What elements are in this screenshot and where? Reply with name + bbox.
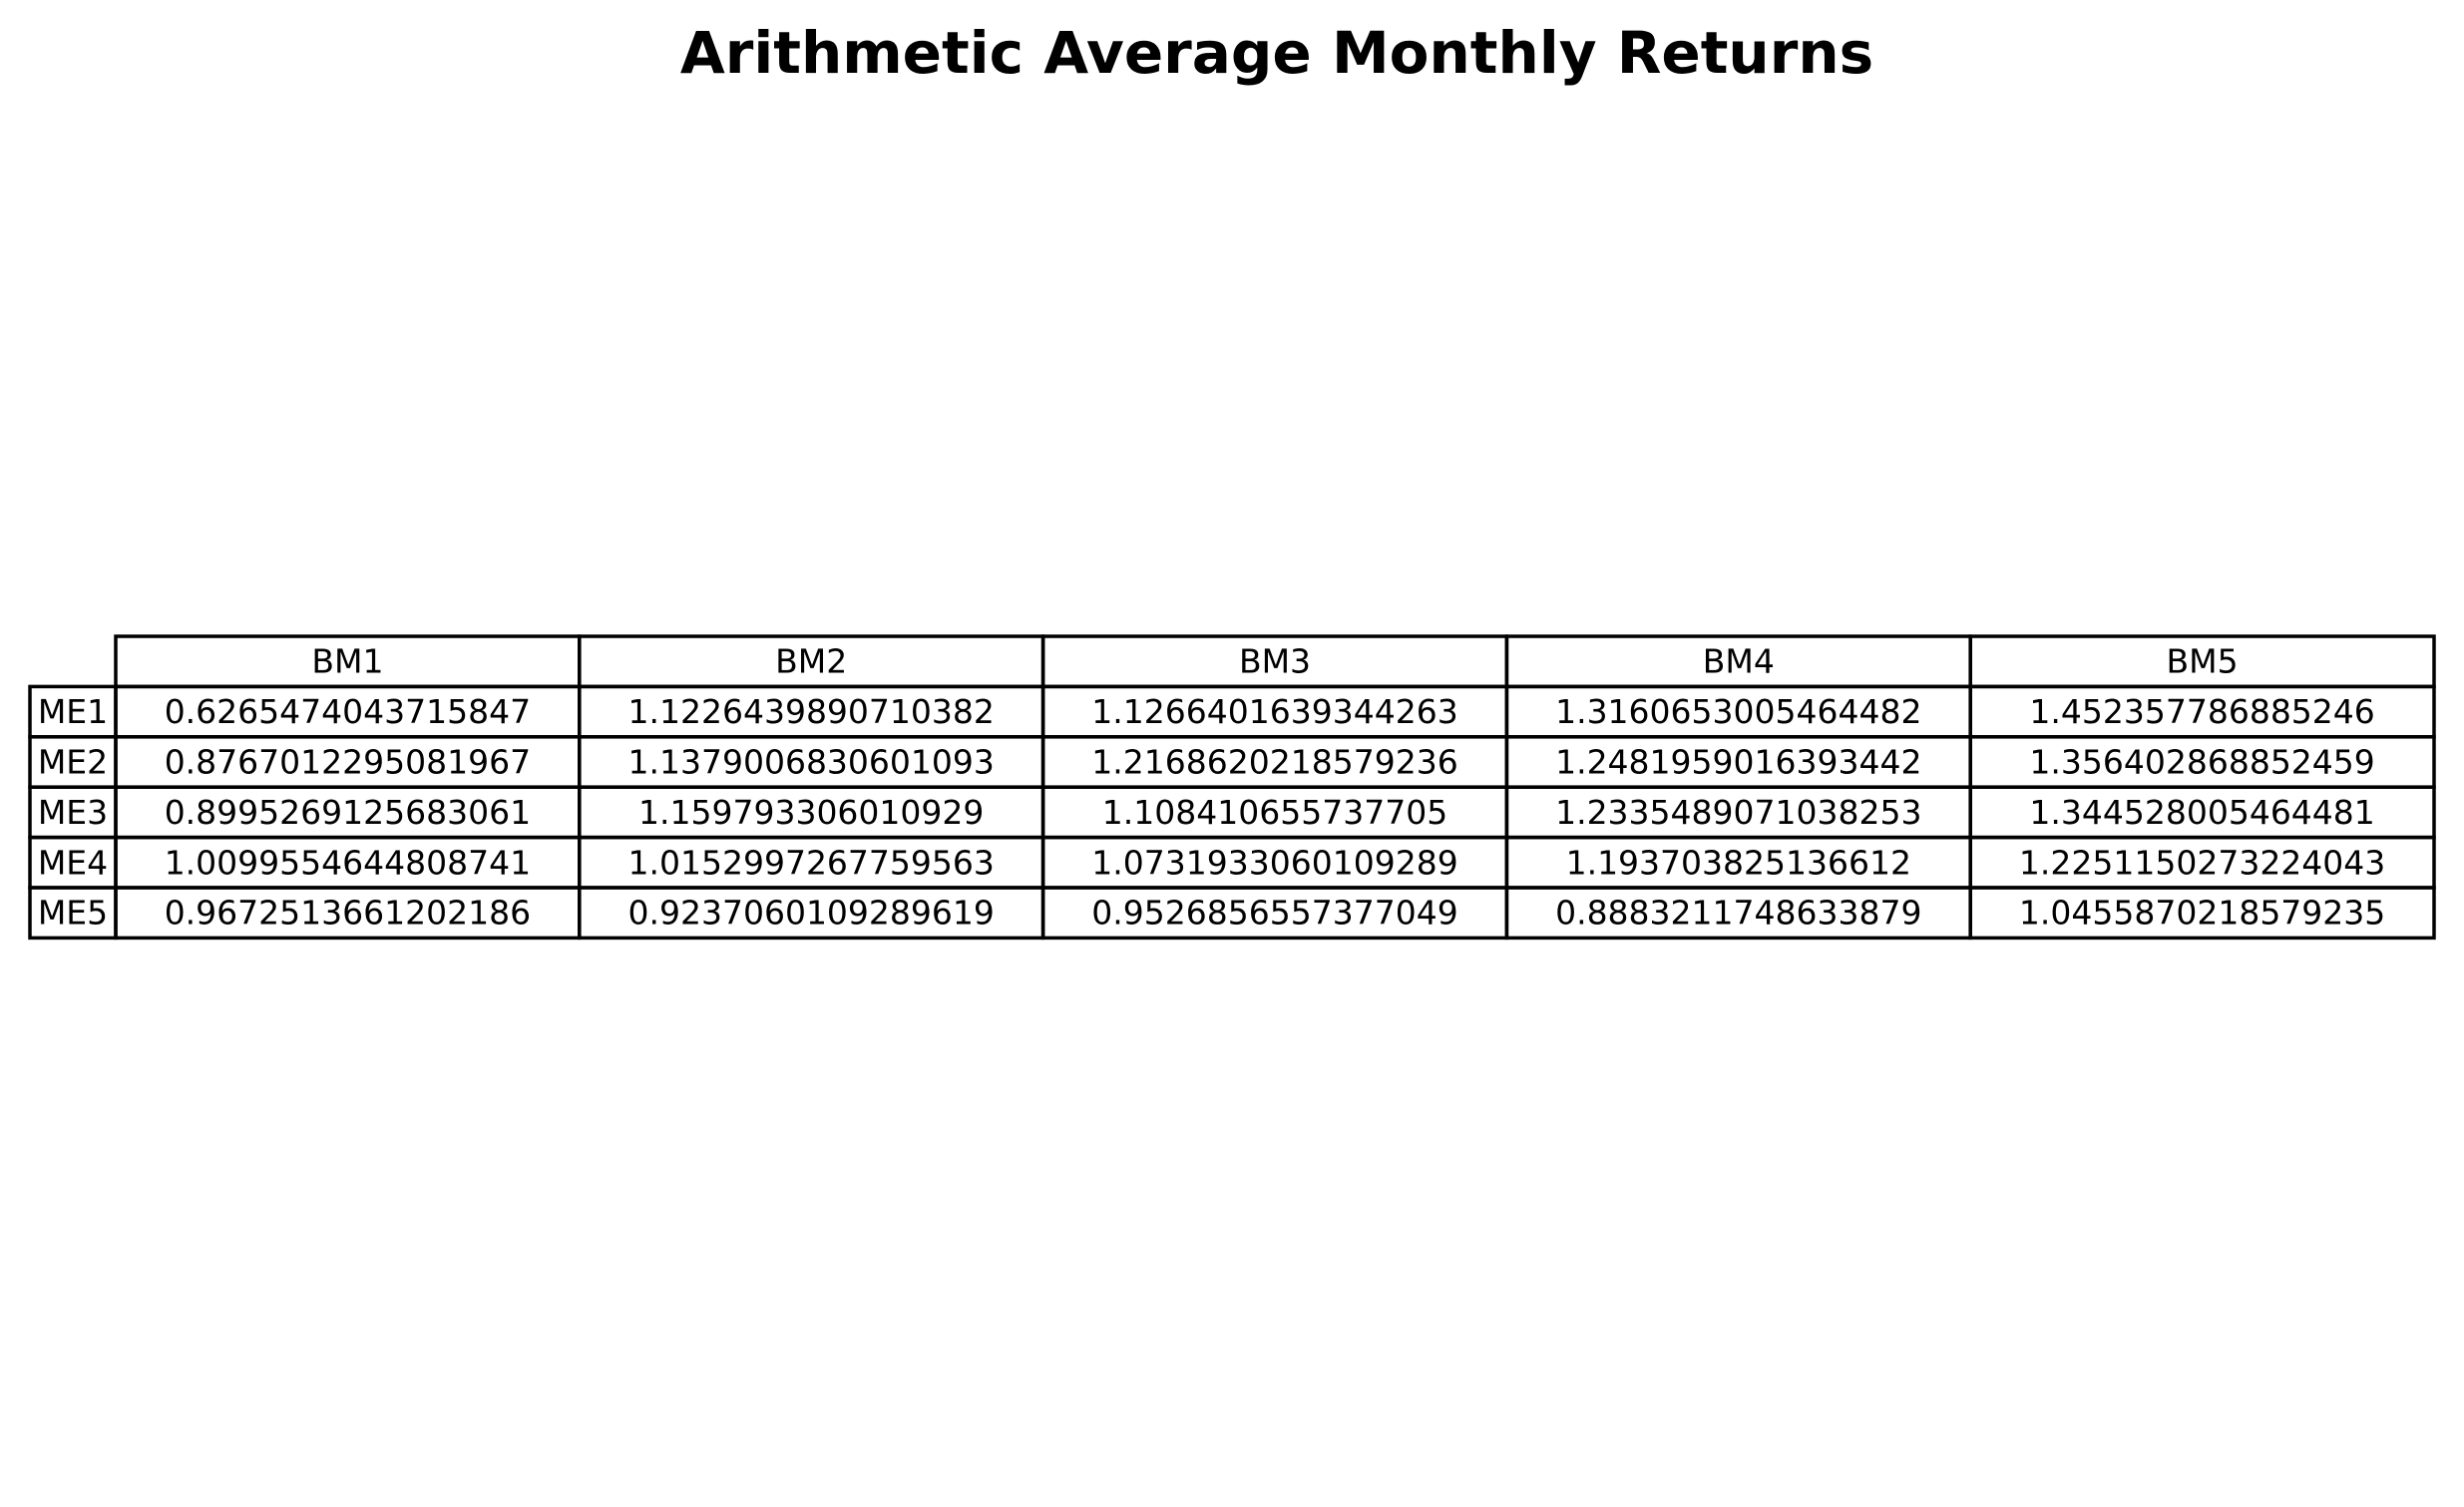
row-header-label: ME2 xyxy=(38,743,108,782)
table-cell-value: 1.0455870218579235 xyxy=(2019,894,2385,933)
table-cell xyxy=(1968,886,2436,941)
table-cell-value: 1.0731933060109289 xyxy=(1091,843,1457,882)
table-cell-value: 1.2251150273224043 xyxy=(2019,843,2385,882)
table-cell-value: 0.9237060109289619 xyxy=(627,894,994,933)
table-cell-value: 0.8767012295081967 xyxy=(165,743,531,782)
table-cell-value: 1.0152997267759563 xyxy=(627,843,994,882)
table-cell-value: 0.9672513661202186 xyxy=(165,894,531,933)
table-cell-value: 1.193703825136612 xyxy=(1566,843,1911,882)
column-header-label: BM5 xyxy=(2167,642,2239,681)
table-cell-value: 1.1266401639344263 xyxy=(1091,692,1457,731)
table-cell-value: 1.2168620218579236 xyxy=(1091,743,1457,782)
table-cell-value: 1.452357786885246 xyxy=(2029,692,2374,731)
column-header-label: BM1 xyxy=(311,642,383,681)
column-header-label: BM3 xyxy=(1239,642,1311,681)
table-cell-value: 0.6265474043715847 xyxy=(165,692,531,731)
chart-title: Arithmetic Average Monthly Returns xyxy=(679,19,1874,87)
row-header-label: ME1 xyxy=(38,692,108,731)
table-cell-value: 1.344528005464481 xyxy=(2029,793,2374,832)
table-cell-value: 1.2335489071038253 xyxy=(1555,793,1921,832)
row-header-label: ME5 xyxy=(38,894,108,933)
table-cell-value: 1.1379006830601093 xyxy=(627,743,994,782)
table-cells: BM1 BM2 BM3 BM4 BM5 ME1 0.6265474043715847 1.12… xyxy=(28,634,2436,941)
row-header-label: ME4 xyxy=(38,843,108,882)
table-cell-value: 0.8995269125683061 xyxy=(165,793,531,832)
table-cell-value: 0.8883211748633879 xyxy=(1555,894,1921,933)
table-cell-value: 1.159793306010929 xyxy=(638,793,984,832)
table-cell-value: 1.108410655737705 xyxy=(1102,793,1447,832)
table-cell-value: 1.1226439890710382 xyxy=(627,692,994,731)
table-cell-value: 1.3160653005464482 xyxy=(1555,692,1921,731)
table-cell-value: 1.356402868852459 xyxy=(2029,743,2374,782)
row-header-label: ME3 xyxy=(38,793,108,832)
table-cell-value: 0.9526856557377049 xyxy=(1091,894,1457,933)
table-cell-value: 1.0099554644808741 xyxy=(165,843,531,882)
column-header-label: BM4 xyxy=(1703,642,1775,681)
table-cell-value: 1.2481959016393442 xyxy=(1555,743,1921,782)
column-header-label: BM2 xyxy=(775,642,847,681)
